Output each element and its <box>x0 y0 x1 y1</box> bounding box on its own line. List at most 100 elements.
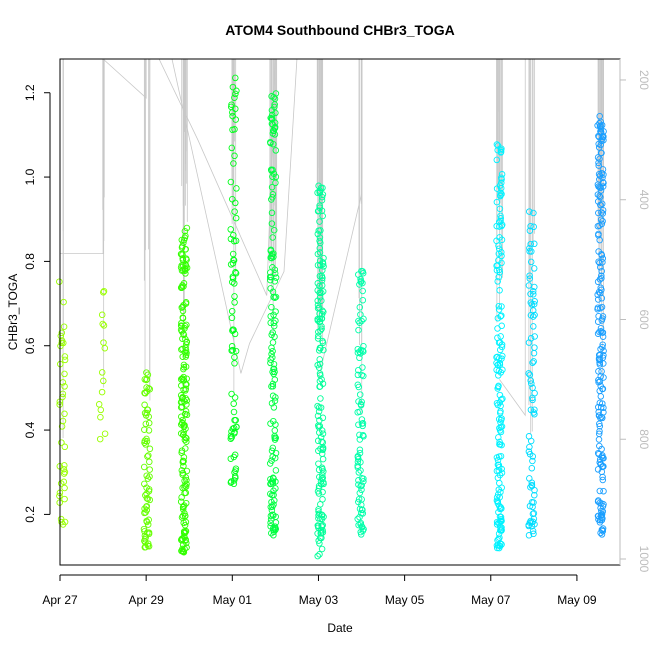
data-point <box>230 400 237 407</box>
data-point <box>318 297 325 304</box>
data-point <box>357 275 364 283</box>
data-point <box>61 443 69 451</box>
data-point <box>183 480 190 488</box>
data-point <box>100 289 107 296</box>
data-point <box>142 390 149 397</box>
data-point <box>178 398 186 406</box>
altitude-transit <box>499 59 526 417</box>
data-point <box>230 408 238 416</box>
data-point <box>528 464 536 472</box>
data-point <box>496 359 504 367</box>
data-point <box>319 191 327 198</box>
data-point <box>183 338 191 345</box>
data-point <box>317 327 324 334</box>
altitude-transit <box>158 59 276 296</box>
data-point <box>596 276 604 283</box>
data-point <box>61 484 68 492</box>
data-point <box>268 498 275 506</box>
data-point <box>531 406 538 413</box>
data-point <box>597 393 605 400</box>
data-point <box>599 333 607 340</box>
data-point <box>267 273 275 281</box>
x-tick-label: Apr 29 <box>128 593 164 607</box>
data-point <box>180 373 187 381</box>
data-point <box>315 408 323 415</box>
data-point <box>315 304 323 311</box>
data-point <box>529 396 536 404</box>
data-point <box>529 359 536 366</box>
data-point <box>598 526 606 533</box>
data-point <box>183 476 190 484</box>
data-point <box>227 435 235 442</box>
data-point <box>228 343 236 350</box>
data-point <box>61 462 68 469</box>
data-point <box>599 255 607 262</box>
data-point <box>316 473 323 481</box>
data-point <box>100 287 108 295</box>
data-point <box>97 413 104 421</box>
data-point <box>271 278 279 285</box>
altitude-trace <box>60 59 604 439</box>
data-point <box>597 193 604 201</box>
data-point <box>599 400 606 407</box>
data-point <box>595 162 602 169</box>
data-point <box>525 521 532 529</box>
data-point <box>270 226 278 234</box>
data-point <box>232 116 239 123</box>
data-point <box>232 416 239 424</box>
data-point <box>497 333 504 340</box>
data-point <box>142 539 149 546</box>
data-point <box>498 252 505 260</box>
data-point <box>181 398 188 405</box>
data-point <box>60 478 68 486</box>
data-point <box>595 209 602 217</box>
data-point <box>232 214 240 222</box>
data-point <box>595 403 602 411</box>
data-point <box>180 283 187 290</box>
data-point <box>232 347 240 355</box>
data-point <box>178 447 186 454</box>
data-point <box>316 310 323 317</box>
data-point <box>140 525 148 533</box>
data-point <box>595 231 602 239</box>
data-point <box>143 369 150 376</box>
data-point <box>357 311 364 318</box>
data-point <box>228 347 235 354</box>
data-point <box>495 382 502 390</box>
data-point <box>599 341 606 348</box>
data-point <box>268 220 276 227</box>
secondary-y-tick-label: 1000 <box>637 546 650 573</box>
data-point <box>181 436 189 444</box>
data-point <box>230 326 237 334</box>
data-point <box>182 445 189 452</box>
data-point <box>527 299 535 306</box>
data-point <box>320 263 327 270</box>
data-point <box>530 209 537 217</box>
chart-title: ATOM4 Southbound CHBr3_TOGA <box>225 22 454 38</box>
data-point <box>270 370 277 378</box>
data-point <box>145 385 152 392</box>
data-point <box>179 512 187 520</box>
data-point <box>233 87 240 95</box>
data-point <box>499 366 506 374</box>
data-point <box>178 375 186 382</box>
data-point <box>356 513 363 521</box>
data-point <box>530 223 537 231</box>
data-point <box>179 458 187 466</box>
data-point <box>314 335 322 342</box>
data-point <box>598 329 606 336</box>
data-point <box>58 439 65 446</box>
data-point <box>497 215 505 222</box>
data-point <box>315 447 322 455</box>
data-point <box>145 529 153 536</box>
data-points <box>56 74 607 560</box>
data-point <box>597 504 604 512</box>
data-point <box>178 547 185 555</box>
data-point <box>268 115 275 122</box>
data-point <box>498 484 505 491</box>
data-point <box>316 204 323 211</box>
data-point <box>269 380 277 388</box>
data-point <box>355 421 362 428</box>
data-point <box>598 272 605 279</box>
data-point <box>232 74 239 82</box>
